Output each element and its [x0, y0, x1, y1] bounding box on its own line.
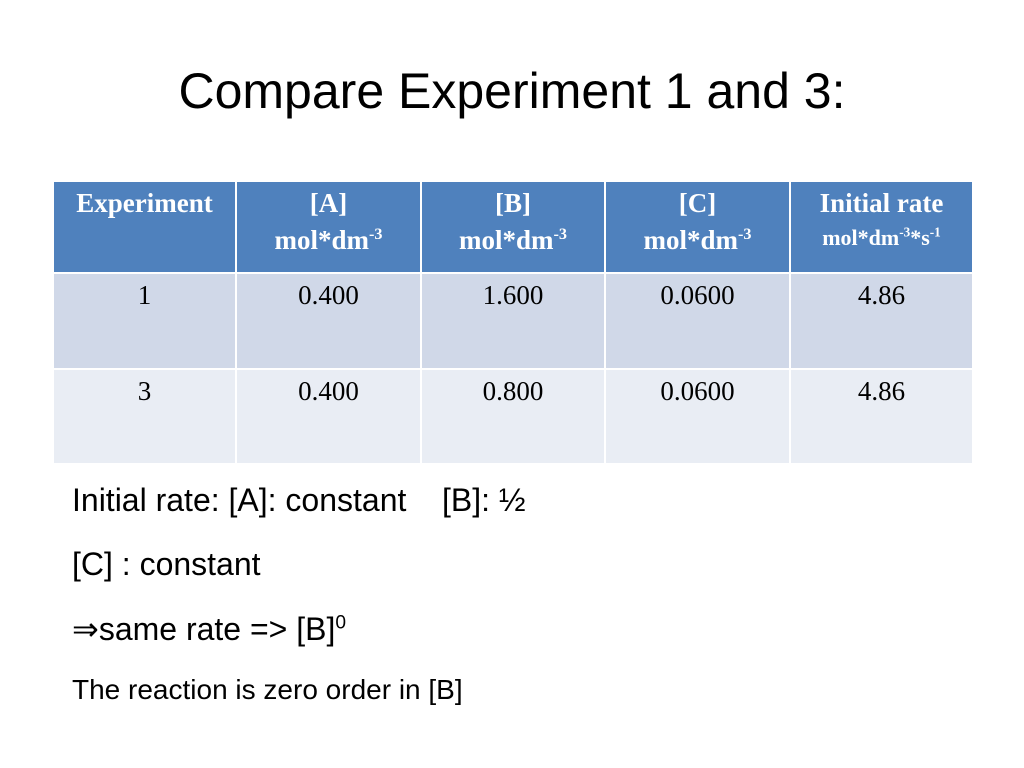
header-cell: Experiment [52, 180, 237, 274]
unit-exponent: -3 [899, 224, 911, 240]
line-exponent: 0 [335, 612, 347, 634]
header-name: [C] [678, 188, 717, 218]
header-cell: [C] mol*dm-3 [604, 180, 791, 274]
table-cell: 4.86 [789, 272, 974, 370]
header-cell: [B] mol*dm-3 [420, 180, 606, 274]
line-text: [C] : constant [72, 546, 261, 582]
table-cell: 0.0600 [604, 272, 791, 370]
table-cell: 0.800 [420, 368, 606, 465]
unit-text: mol*dm [274, 225, 370, 255]
header-unit: mol*dm-3*s-1 [793, 225, 970, 251]
header-cell: [A] mol*dm-3 [235, 180, 422, 274]
body-text: Initial rate: [A]: constant [B]: ½ [C] : … [72, 482, 526, 738]
body-line: ⇒same rate => [B]0 [72, 610, 526, 674]
unit-text: mol*dm [459, 225, 554, 255]
table-row: 1 0.400 1.600 0.0600 4.86 [52, 272, 974, 370]
header-name: [A] [309, 188, 348, 218]
table-cell: 1.600 [420, 272, 606, 370]
table-body: 1 0.400 1.600 0.0600 4.86 3 0.400 0.800 0.0600 4.… [52, 272, 974, 465]
table-cell: 0.0600 [604, 368, 791, 465]
unit-exponent: -3 [553, 225, 567, 243]
body-line: The reaction is zero order in [B] [72, 674, 526, 738]
table-cell: 0.400 [235, 368, 422, 465]
table-cell: 4.86 [789, 368, 974, 465]
unit-exponent: -3 [738, 225, 752, 243]
header-row: Experiment [A] mol*dm-3 [B] mol*dm-3 [C] mol*d… [52, 180, 974, 274]
header-name: Initial rate [819, 188, 944, 218]
header-unit: mol*dm-3 [608, 225, 787, 256]
line-text: The reaction is zero order in [B] [72, 674, 463, 705]
table-row: 3 0.400 0.800 0.0600 4.86 [52, 368, 974, 465]
table-cell: 0.400 [235, 272, 422, 370]
slide-title: Compare Experiment 1 and 3: [178, 63, 846, 119]
table-cell: 3 [52, 368, 237, 465]
unit-text: mol*dm [643, 225, 739, 255]
header-unit: mol*dm-3 [424, 225, 602, 256]
unit-exponent: -3 [369, 225, 383, 243]
unit-text: *s [910, 225, 930, 250]
header-name: Experiment [76, 188, 213, 218]
body-line: Initial rate: [A]: constant [B]: ½ [72, 482, 526, 546]
header-cell: Initial rate mol*dm-3*s-1 [789, 180, 974, 274]
line-text: ⇒same rate => [B] [72, 611, 336, 647]
header-name: [B] [495, 188, 531, 218]
data-table: Experiment [A] mol*dm-3 [B] mol*dm-3 [C] mol*d… [52, 180, 974, 465]
unit-exponent: -1 [929, 224, 941, 240]
header-unit: mol*dm-3 [239, 225, 418, 256]
unit-text: mol*dm [822, 225, 900, 250]
line-text: Initial rate: [A]: constant [B]: ½ [72, 482, 526, 518]
body-line: [C] : constant [72, 546, 526, 610]
table-cell: 1 [52, 272, 237, 370]
